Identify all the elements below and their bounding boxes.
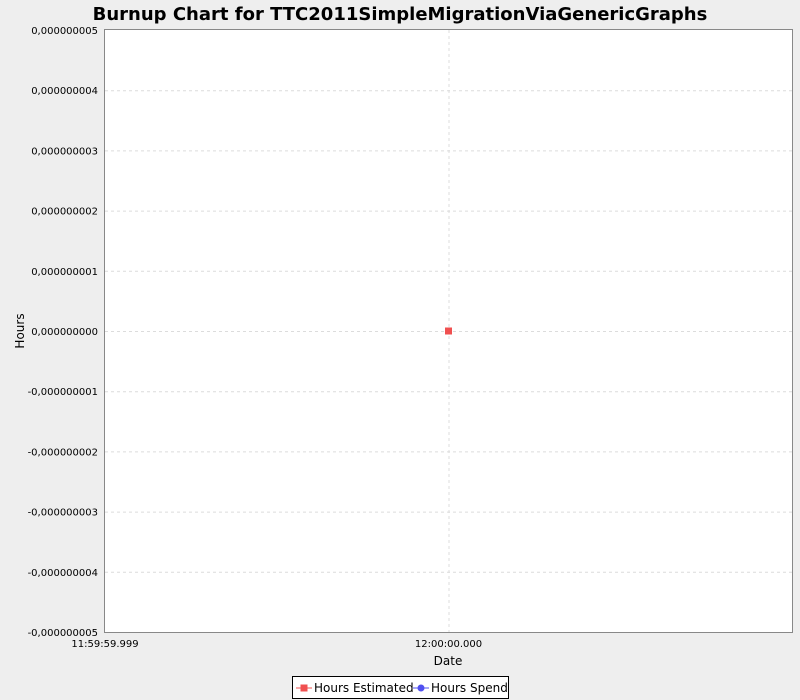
y-tick-label: 0,000000005 [31, 26, 98, 37]
y-axis-label: Hours [13, 313, 27, 348]
chart-title: Burnup Chart for TTC2011SimpleMigrationV… [93, 4, 708, 25]
x-axis-label: Date [434, 654, 463, 668]
y-tick-label: -0,000000003 [28, 508, 98, 519]
legend-box [292, 676, 509, 699]
legend-square-marker-icon [300, 684, 308, 692]
y-tick-label: 0,000000003 [31, 146, 98, 157]
y-tick-label: 0,000000002 [31, 207, 98, 218]
y-axis-ticks: 0,000000005 0,000000004 0,000000003 0,00… [28, 26, 98, 639]
x-tick-label: 11:59:59.999 [71, 639, 138, 650]
y-tick-label: -0,000000001 [28, 387, 98, 398]
series-layer [445, 327, 452, 335]
legend-item-hours-spend: Hours Spend [413, 681, 508, 695]
x-axis-ticks: 11:59:59.999 12:00:00.000 [71, 639, 482, 650]
y-tick-label: -0,000000004 [28, 568, 98, 579]
y-tick-label: 0,000000004 [31, 86, 98, 97]
legend-label-hours-estimated: Hours Estimated [314, 681, 414, 695]
legend: Hours Estimated Hours Spend [292, 676, 509, 699]
y-tick-label: 0,000000001 [31, 267, 98, 278]
legend-item-hours-estimated: Hours Estimated [296, 681, 414, 695]
x-tick-label: 12:00:00.000 [415, 639, 482, 650]
y-tick-label: 0,000000000 [31, 327, 98, 338]
legend-circle-marker-icon [417, 684, 425, 692]
legend-label-hours-spend: Hours Spend [431, 681, 508, 695]
data-point [445, 327, 452, 335]
y-tick-label: -0,000000005 [28, 628, 98, 639]
y-tick-label: -0,000000002 [28, 447, 98, 458]
